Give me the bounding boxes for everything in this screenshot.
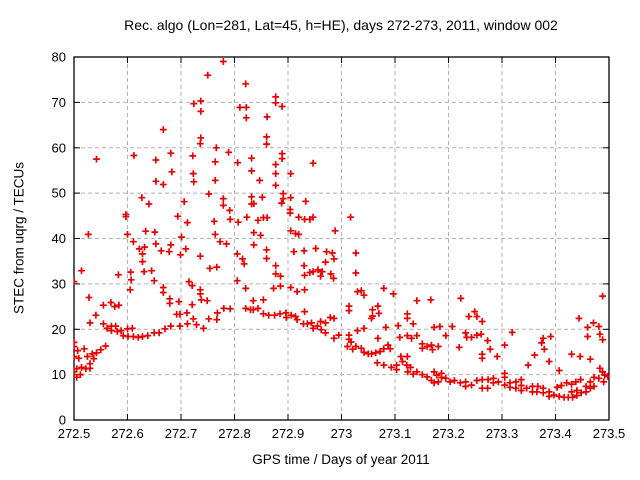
y-tick-label: 20 <box>52 322 66 337</box>
x-tick-label: 273.4 <box>539 426 572 441</box>
x-tick-label: 273.2 <box>432 426 465 441</box>
x-tick-label: 272.9 <box>272 426 305 441</box>
x-axis-label: GPS time / Days of year 2011 <box>252 452 430 467</box>
y-tick-label: 40 <box>52 231 66 246</box>
scatter-points <box>73 58 610 401</box>
x-tick-label: 272.5 <box>58 426 91 441</box>
x-tick-label: 273.3 <box>486 426 519 441</box>
x-tick-label: 272.7 <box>165 426 198 441</box>
x-tick-label: 273.5 <box>593 426 626 441</box>
x-tick-label: 272.8 <box>218 426 251 441</box>
plot-border <box>73 56 610 421</box>
x-tick-label: 273 <box>331 426 353 441</box>
y-tick-label: 80 <box>52 50 66 65</box>
y-tick-label: 50 <box>52 186 66 201</box>
y-tick-label: 70 <box>52 95 66 110</box>
y-tick-label: 60 <box>52 140 66 155</box>
y-tick-label: 10 <box>52 367 66 382</box>
y-tick-label: 0 <box>59 413 66 428</box>
y-tick-label: 30 <box>52 276 66 291</box>
x-tick-label: 272.6 <box>111 426 144 441</box>
x-tick-label: 273.1 <box>379 426 412 441</box>
chart-title: Rec. algo (Lon=281, Lat=45, h=HE), days … <box>124 17 558 33</box>
